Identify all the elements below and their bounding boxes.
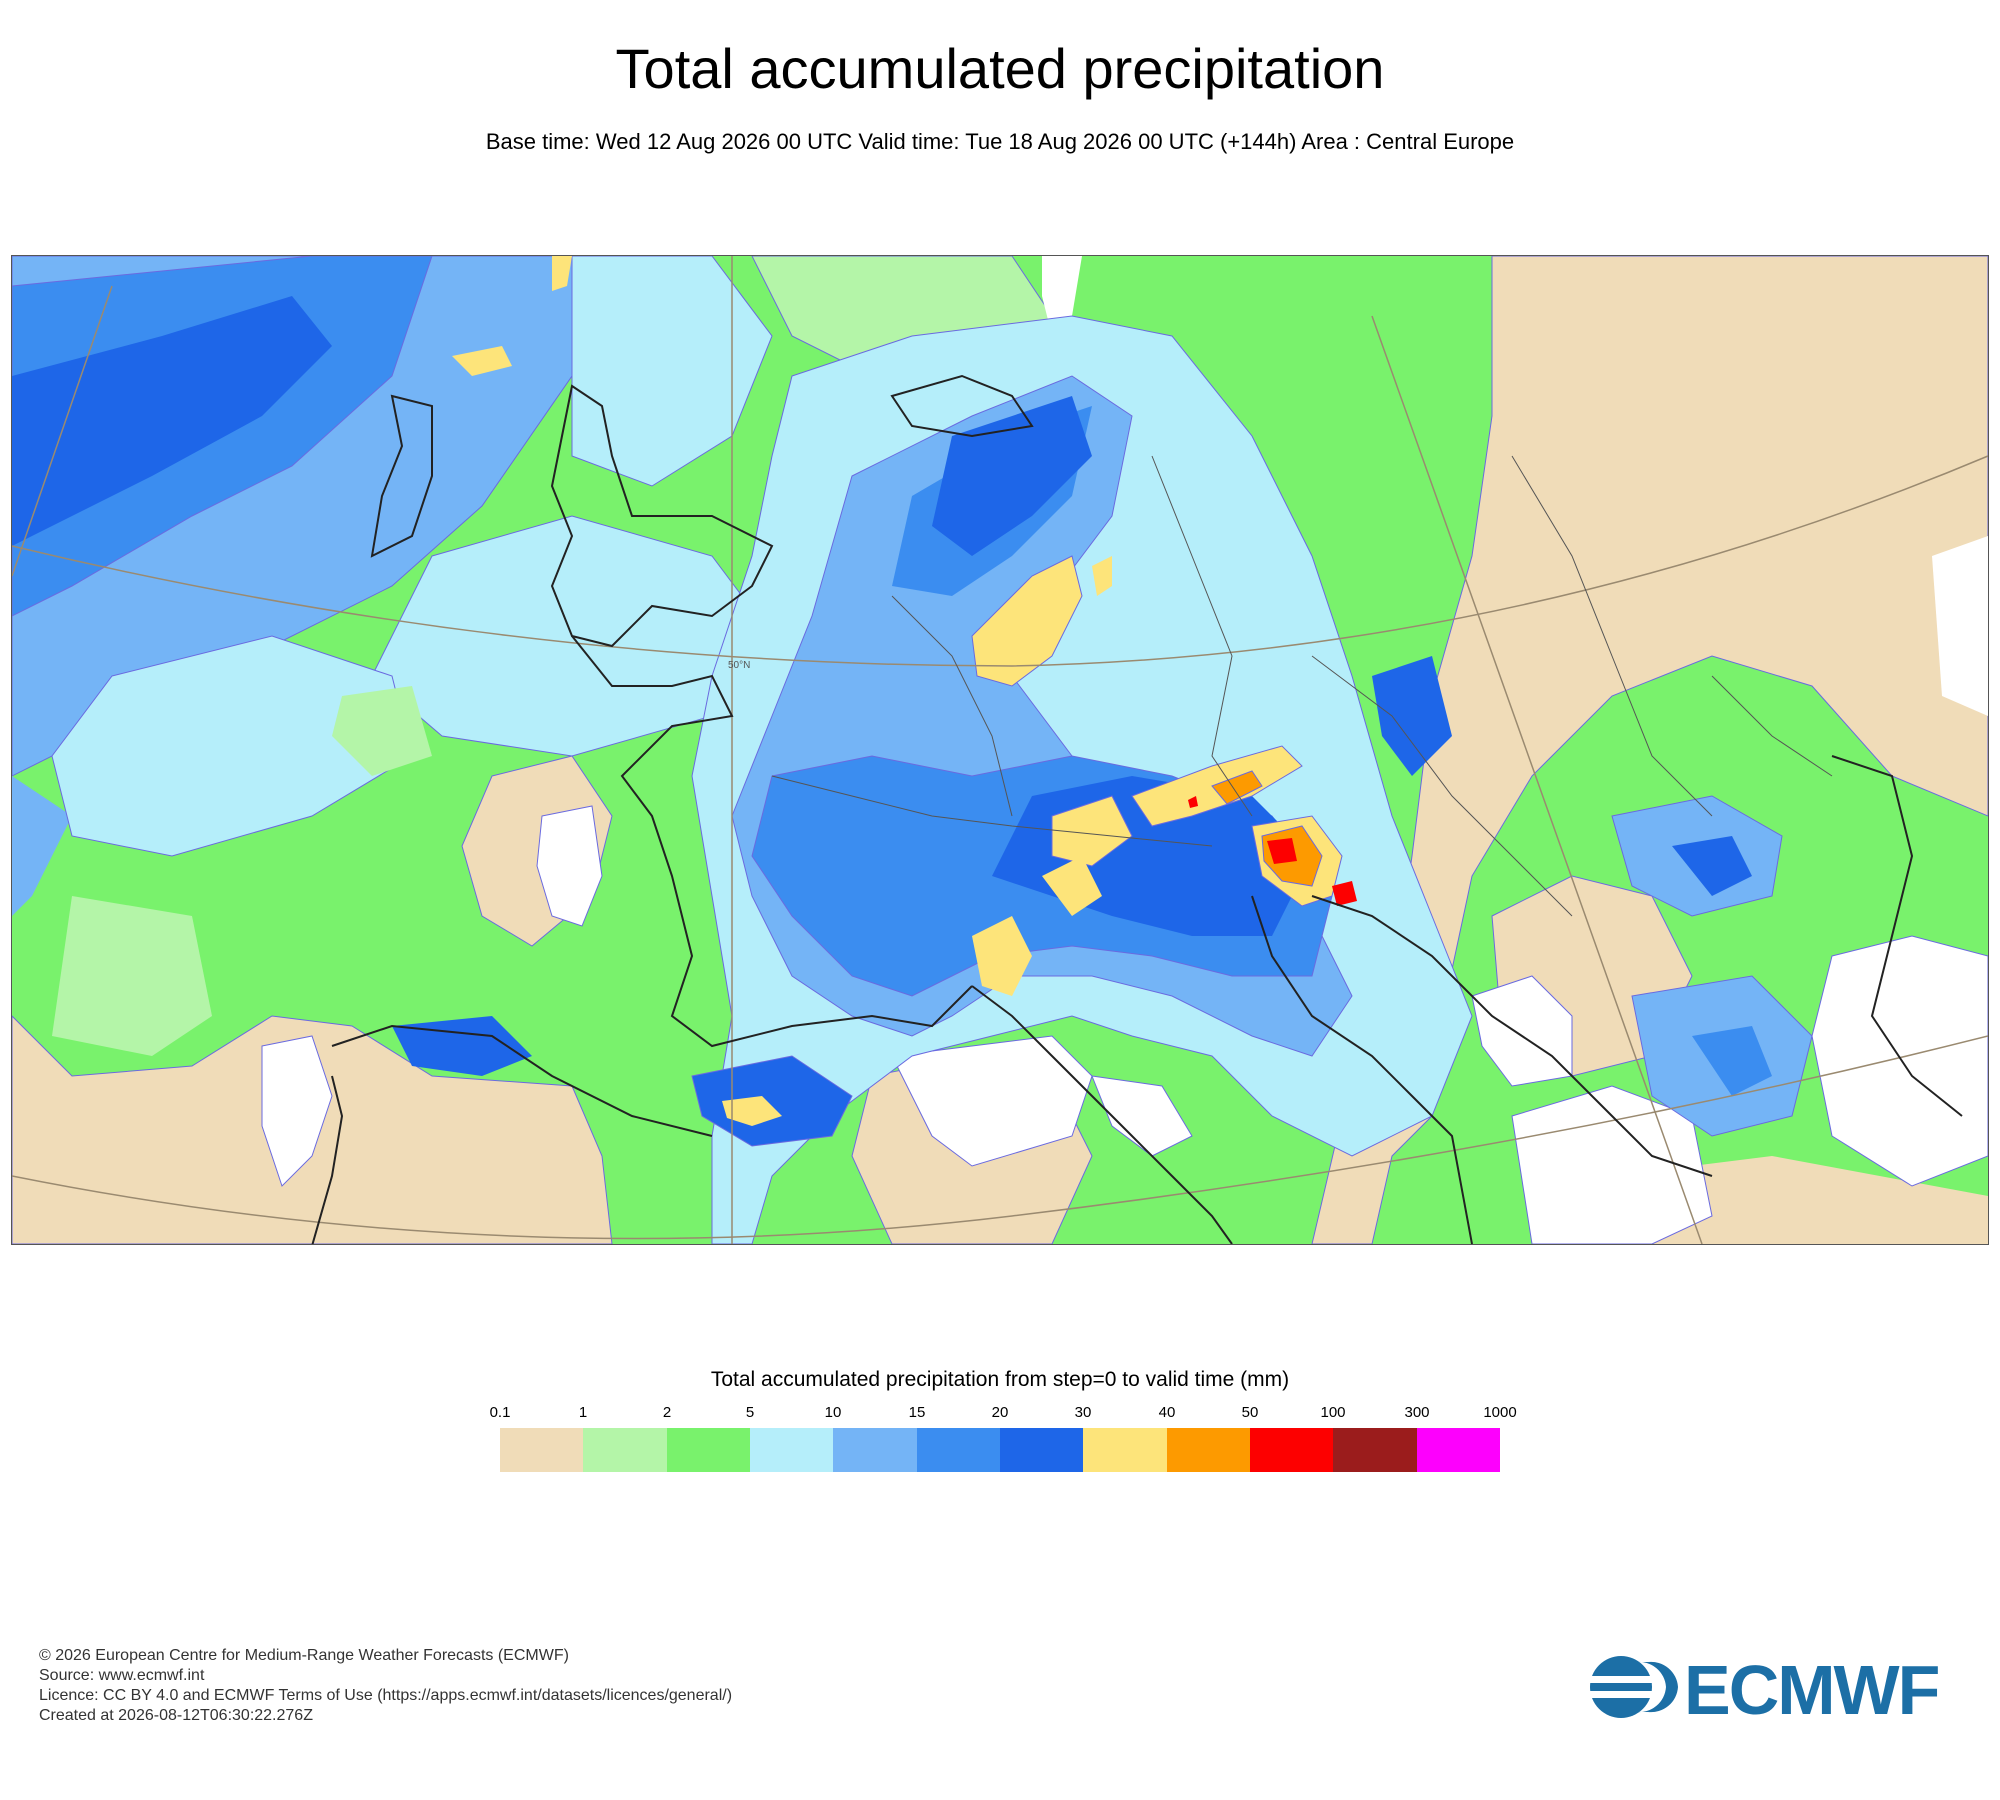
lat-label: 50°N bbox=[728, 660, 750, 671]
map-canvas: 50°N bbox=[12, 256, 1988, 1244]
map-title: Total accumulated precipitation bbox=[615, 37, 1385, 100]
legend-swatch bbox=[999, 1428, 1084, 1472]
legend-swatch bbox=[666, 1428, 750, 1472]
legend-tick: 1000 bbox=[1483, 1404, 1517, 1421]
legend-swatch bbox=[1416, 1428, 1500, 1472]
legend-swatch bbox=[500, 1428, 584, 1472]
footer-credits: © 2026 European Centre for Medium-Range … bbox=[39, 1646, 732, 1726]
legend-swatch bbox=[1166, 1428, 1250, 1472]
legend-tick: 0.1 bbox=[489, 1404, 511, 1421]
ecmwf-emblem-icon bbox=[1588, 1656, 1678, 1718]
legend-colorbar bbox=[500, 1428, 1500, 1472]
legend-swatch bbox=[1333, 1428, 1417, 1472]
legend-swatch bbox=[1083, 1428, 1167, 1472]
legend-tick: 20 bbox=[991, 1404, 1009, 1421]
ecmwf-logo-text: ECMWF bbox=[1684, 1651, 1940, 1729]
legend-tick: 100 bbox=[1320, 1404, 1346, 1421]
legend-swatch bbox=[833, 1428, 917, 1472]
legend-tick: 300 bbox=[1404, 1404, 1430, 1421]
legend-tick: 5 bbox=[745, 1404, 755, 1421]
legend-tick: 50 bbox=[1241, 1404, 1259, 1421]
legend-swatch bbox=[916, 1428, 1000, 1472]
legend-swatch bbox=[1249, 1428, 1334, 1472]
legend-tick: 10 bbox=[824, 1404, 842, 1421]
copyright-text: © 2026 European Centre for Medium-Range … bbox=[39, 1647, 569, 1664]
legend-swatch bbox=[583, 1428, 667, 1472]
source-text: Source: www.ecmwf.int bbox=[39, 1667, 205, 1684]
legend-swatch bbox=[749, 1428, 834, 1472]
legend-title: Total accumulated precipitation from ste… bbox=[710, 1368, 1290, 1391]
legend-tick: 30 bbox=[1074, 1404, 1092, 1421]
map-subtitle: Base time: Wed 12 Aug 2026 00 UTC Valid … bbox=[485, 129, 1515, 154]
licence-text: Licence: CC BY 4.0 and ECMWF Terms of Us… bbox=[39, 1687, 733, 1704]
legend-tick: 2 bbox=[662, 1404, 672, 1421]
legend-tick: 40 bbox=[1158, 1404, 1176, 1421]
ecmwf-logo: ECMWF bbox=[1588, 1651, 1963, 1729]
legend-tick: 1 bbox=[578, 1404, 588, 1421]
legend-tick-labels: 0.1 1 2 5 10 15 20 30 40 50 100 300 1000 bbox=[0, 1404, 2000, 1424]
precipitation-map[interactable]: 50°N bbox=[11, 255, 1989, 1245]
created-text: Created at 2026-08-12T06:30:22.276Z bbox=[39, 1707, 313, 1724]
legend-tick: 15 bbox=[908, 1404, 926, 1421]
